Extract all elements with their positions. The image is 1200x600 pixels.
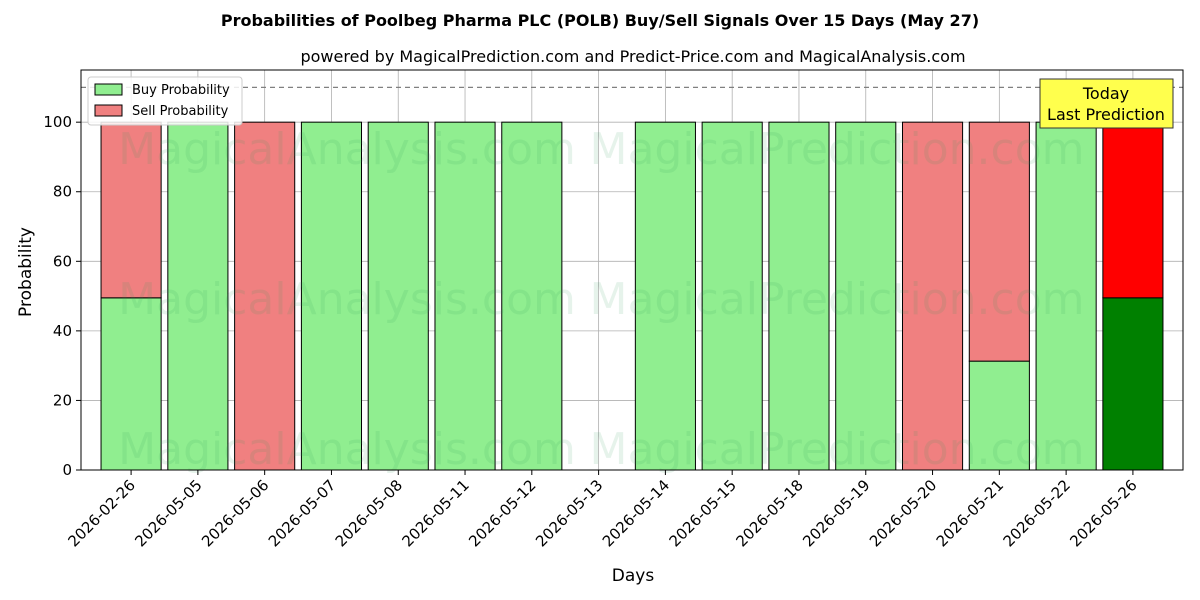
- x-tick-label: 2026-05-05: [131, 476, 205, 550]
- bar-buy-2026-05-07: [300, 121, 363, 471]
- y-axis-ticks: 0 20 40 60 80 100: [43, 113, 81, 479]
- today-annotation: Today Last Prediction: [1039, 78, 1174, 129]
- annotation-box: [1039, 78, 1174, 129]
- bar-sell-2026-05-21: [968, 121, 1030, 362]
- legend-box: [87, 76, 243, 126]
- bar-buy-2026-05-26: [1102, 297, 1164, 471]
- bar-sell-2026-05-26: [1102, 121, 1164, 299]
- watermark-text: MagicalAnalysis.com: [118, 424, 576, 475]
- x-tick-label: 2026-05-20: [866, 476, 940, 550]
- x-tick-label: 2026-05-11: [398, 476, 472, 550]
- x-axis-ticks: 2026-02-262026-05-052026-05-062026-05-07…: [65, 470, 1141, 550]
- legend-swatch-buy: [94, 83, 123, 96]
- watermarks: MagicalAnalysis.com MagicalPrediction.com…: [118, 124, 1084, 475]
- x-tick-label: 2026-02-26: [65, 476, 139, 550]
- y-tick-label: 60: [53, 252, 72, 270]
- x-tick-label: 2026-05-06: [198, 476, 272, 550]
- chart-subtitle: powered by MagicalPrediction.com and Pre…: [300, 47, 965, 66]
- bar-sell-2026-05-06: [234, 121, 296, 471]
- bar-buy-2026-05-19: [835, 121, 897, 471]
- bar-buy-2026-05-15: [701, 121, 763, 471]
- legend-label-sell: Sell Probability: [132, 104, 229, 119]
- chart-title: Probabilities of Poolbeg Pharma PLC (POL…: [221, 11, 979, 30]
- bar-buy-2026-05-11: [434, 121, 496, 471]
- bar-buy-2026-05-18: [768, 121, 830, 471]
- x-tick-label: 2026-05-21: [933, 476, 1007, 550]
- legend: Buy Probability Sell Probability: [87, 76, 243, 126]
- x-tick-label: 2026-05-13: [532, 476, 606, 550]
- bar-sell-2026-02-26: [100, 121, 162, 299]
- x-tick-label: 2026-05-26: [1066, 476, 1140, 550]
- bar-buy-2026-05-05: [167, 121, 229, 471]
- watermark-text: MagicalPrediction.com: [590, 274, 1085, 325]
- watermark-text: MagicalAnalysis.com: [118, 124, 576, 175]
- legend-swatch-sell: [94, 104, 123, 117]
- x-tick-label: 2026-05-12: [465, 476, 539, 550]
- y-tick-label: 0: [62, 461, 72, 479]
- y-tick-label: 80: [53, 183, 72, 201]
- bar-buy-2026-05-21: [968, 360, 1030, 471]
- x-tick-label: 2026-05-18: [732, 476, 806, 550]
- bar-buy-2026-05-12: [501, 121, 563, 471]
- legend-label-buy: Buy Probability: [132, 83, 230, 98]
- x-tick-label: 2026-05-14: [599, 476, 673, 550]
- y-tick-label: 100: [43, 113, 72, 131]
- bar-sell-2026-05-20: [901, 121, 964, 471]
- bars: [100, 121, 1164, 471]
- x-tick-label: 2026-05-15: [666, 476, 740, 550]
- watermark-text: MagicalPrediction.com: [590, 124, 1085, 175]
- watermark-text: MagicalAnalysis.com: [118, 274, 576, 325]
- x-tick-label: 2026-05-22: [1000, 476, 1074, 550]
- y-axis-label: Probability: [16, 227, 36, 317]
- x-tick-label: 2026-05-19: [799, 476, 873, 550]
- bar-buy-2026-05-08: [367, 121, 429, 471]
- bar-buy-2026-05-22: [1035, 121, 1097, 471]
- plot-frame: [80, 69, 1184, 471]
- annotation-line: Last Prediction: [1047, 105, 1165, 124]
- x-tick-label: 2026-05-08: [332, 476, 406, 550]
- bar-buy-2026-05-14: [634, 121, 696, 471]
- y-tick-label: 40: [53, 322, 72, 340]
- watermark-text: MagicalPrediction.com: [590, 424, 1085, 475]
- x-axis-label: Days: [612, 566, 655, 586]
- annotation-line: Today: [1082, 84, 1129, 103]
- x-tick-label: 2026-05-07: [265, 476, 339, 550]
- y-tick-label: 20: [53, 391, 72, 409]
